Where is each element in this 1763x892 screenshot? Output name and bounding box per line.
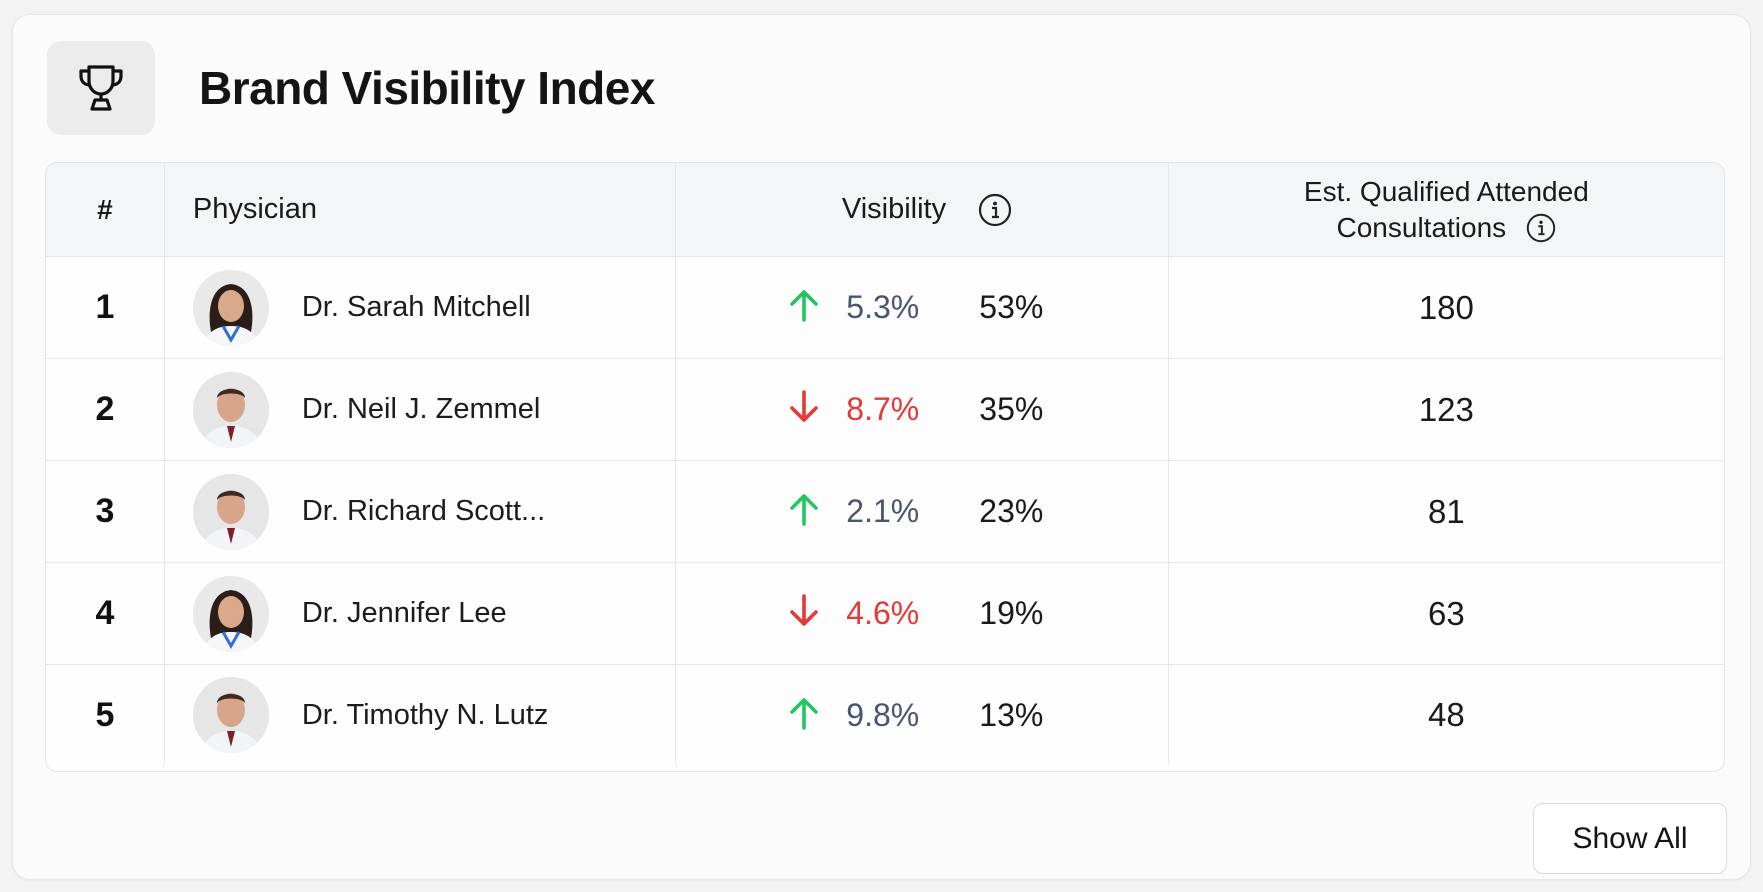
visibility-value: 19% — [979, 595, 1044, 631]
est-consultations-cell: 123 — [1169, 359, 1724, 460]
rank-number: 5 — [95, 695, 115, 734]
avatar — [192, 575, 269, 652]
visibility-change: 5.3% — [846, 289, 920, 325]
physician-name[interactable]: Dr. Richard Scott... — [301, 495, 546, 527]
table-header-row: # Physician Visibility Est. Qualified At… — [46, 163, 1724, 257]
visibility-change: 8.7% — [846, 391, 920, 427]
visibility-cell: 9.8% 13% — [676, 665, 1169, 765]
est-consultations-cell: 48 — [1169, 665, 1724, 765]
visibility-change: 4.6% — [846, 595, 920, 631]
arrow-up-icon — [676, 490, 823, 533]
column-header-visibility: Visibility — [676, 163, 1169, 256]
rank-cell: 4 — [46, 563, 165, 664]
rank-cell: 5 — [46, 665, 165, 765]
est-consultations-cell: 180 — [1169, 257, 1724, 358]
avatar — [192, 269, 269, 346]
rank-cell: 3 — [46, 461, 165, 562]
visibility-value: 35% — [979, 391, 1044, 427]
arrow-down-icon — [676, 592, 823, 635]
table-row[interactable]: 5 Dr. Timothy N. Lutz 9.8% 13% 48 — [46, 665, 1724, 765]
visibility-cell: 5.3% 53% — [676, 257, 1169, 358]
est-consultations-value: 180 — [1418, 288, 1474, 326]
est-consultations-cell: 81 — [1169, 461, 1724, 562]
est-consultations-value: 48 — [1427, 696, 1465, 733]
visibility-cell: 2.1% 23% — [676, 461, 1169, 562]
rank-number: 2 — [95, 390, 115, 428]
page-title: Brand Visibility Index — [199, 62, 655, 114]
rank-number: 1 — [95, 288, 115, 326]
visibility-change: 2.1% — [846, 493, 920, 529]
arrow-down-icon — [676, 388, 823, 431]
physician-name[interactable]: Dr. Sarah Mitchell — [301, 291, 531, 323]
physician-cell: Dr. Jennifer Lee — [165, 563, 677, 664]
physician-cell: Dr. Neil J. Zemmel — [165, 359, 677, 460]
info-icon[interactable] — [978, 193, 1012, 227]
avatar — [192, 677, 269, 753]
brand-visibility-card: Brand Visibility Index # Physician Visib… — [12, 14, 1751, 880]
est-header-line1: Est. Qualified Attended — [1303, 175, 1589, 207]
physician-name[interactable]: Dr. Neil J. Zemmel — [301, 393, 541, 425]
show-all-button[interactable]: Show All — [1533, 803, 1727, 874]
card-header: Brand Visibility Index — [47, 41, 655, 135]
rank-number: 3 — [95, 492, 115, 530]
visibility-cell: 4.6% 19% — [676, 563, 1169, 664]
table-row[interactable]: 4 Dr. Jennifer Lee 4.6% 19% 63 — [46, 563, 1724, 665]
table-row[interactable]: 1 Dr. Sarah Mitchell 5.3% 53% 180 — [46, 257, 1724, 359]
physician-table: # Physician Visibility Est. Qualified At… — [45, 162, 1725, 772]
rank-number: 4 — [95, 594, 115, 632]
physician-cell: Dr. Timothy N. Lutz — [165, 665, 677, 765]
rank-cell: 2 — [46, 359, 165, 460]
visibility-value: 23% — [979, 493, 1044, 529]
est-consultations-value: 81 — [1427, 492, 1465, 530]
column-header-physician: Physician — [165, 163, 677, 256]
info-icon[interactable] — [1526, 213, 1556, 243]
est-consultations-value: 123 — [1418, 390, 1474, 428]
est-consultations-cell: 63 — [1169, 563, 1724, 664]
est-consultations-value: 63 — [1427, 594, 1465, 632]
rank-cell: 1 — [46, 257, 165, 358]
trophy-icon — [47, 41, 155, 135]
est-header-line2: Consultations — [1336, 211, 1507, 243]
physician-name[interactable]: Dr. Jennifer Lee — [301, 597, 507, 629]
physician-cell: Dr. Sarah Mitchell — [165, 257, 677, 358]
visibility-cell: 8.7% 35% — [676, 359, 1169, 460]
avatar — [192, 473, 269, 550]
visibility-header-label: Visibility — [841, 193, 947, 225]
visibility-value: 53% — [979, 289, 1044, 325]
avatar — [192, 371, 269, 448]
physician-name[interactable]: Dr. Timothy N. Lutz — [301, 698, 549, 731]
arrow-up-icon — [676, 694, 823, 737]
physician-cell: Dr. Richard Scott... — [165, 461, 677, 562]
column-header-rank: # — [46, 163, 165, 256]
arrow-up-icon — [676, 286, 823, 329]
table-row[interactable]: 2 Dr. Neil J. Zemmel 8.7% 35% 123 — [46, 359, 1724, 461]
visibility-change: 9.8% — [846, 696, 920, 733]
table-row[interactable]: 3 Dr. Richard Scott... 2.1% 23% 81 — [46, 461, 1724, 563]
visibility-value: 13% — [979, 696, 1044, 733]
column-header-est-consultations: Est. Qualified Attended Consultations — [1169, 163, 1724, 256]
